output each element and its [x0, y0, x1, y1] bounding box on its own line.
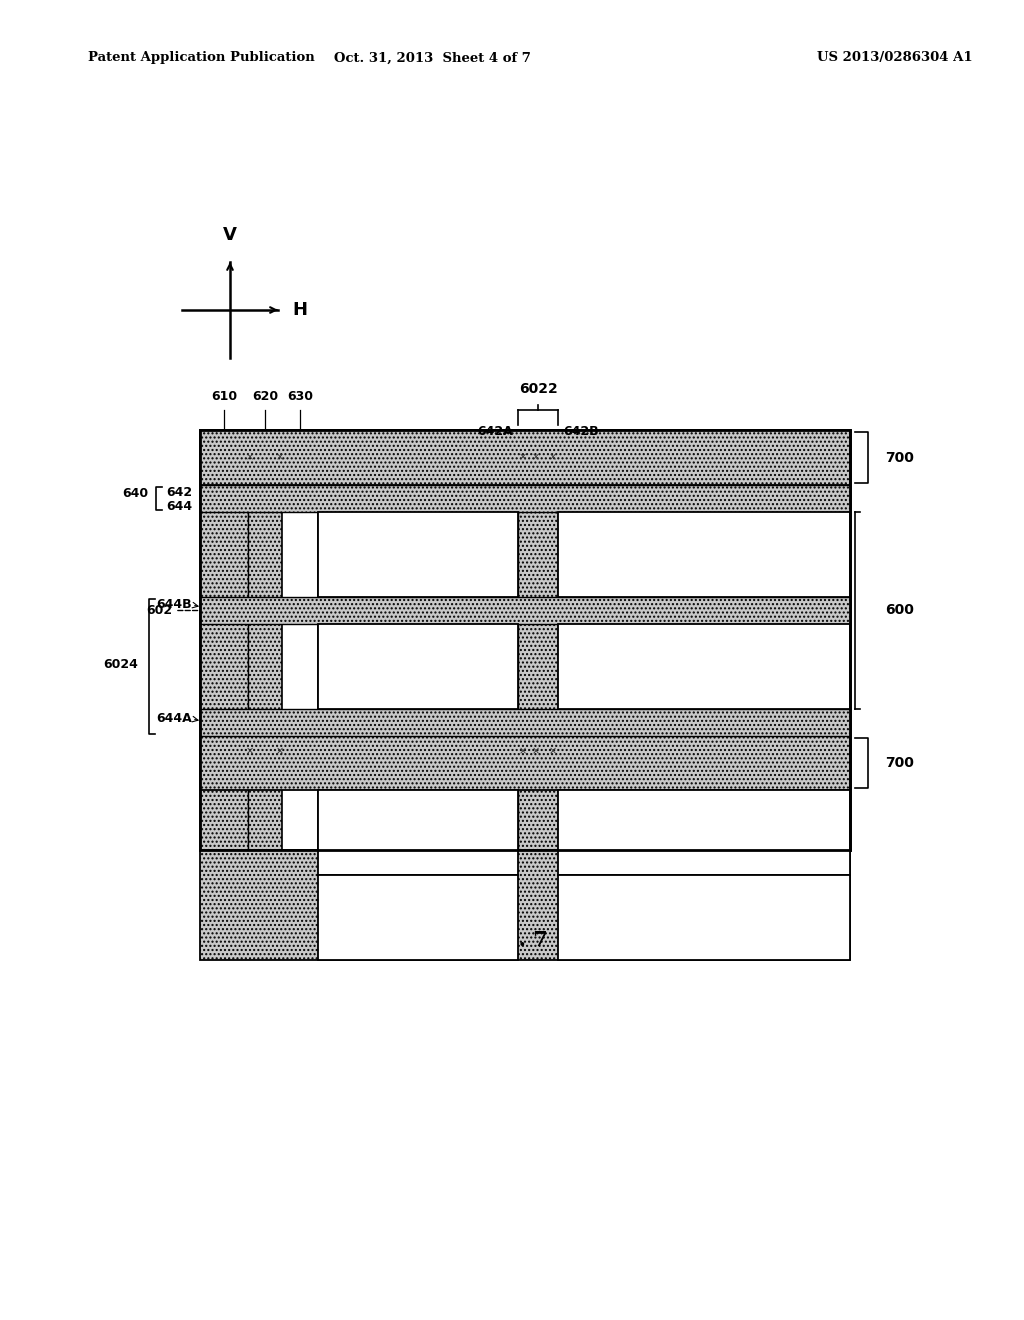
Text: A: A: [718, 602, 730, 619]
Text: 644B: 644B: [157, 598, 193, 611]
Bar: [318, 624, 518, 709]
Text: ×: ×: [531, 746, 540, 756]
Text: V: V: [223, 226, 237, 244]
Text: 620: 620: [252, 389, 279, 403]
Text: B: B: [608, 546, 618, 562]
Text: 20: 20: [585, 873, 604, 887]
Bar: [558, 624, 850, 709]
Text: 644A: 644A: [157, 713, 193, 726]
Bar: [200, 737, 850, 789]
Text: 6022: 6022: [518, 381, 557, 396]
Text: C: C: [608, 659, 618, 675]
Bar: [518, 430, 558, 850]
Text: 642A: 642A: [477, 425, 513, 438]
Text: >: >: [332, 603, 344, 618]
Text: FIG. 7: FIG. 7: [476, 931, 548, 950]
Text: 640: 640: [122, 487, 148, 500]
Bar: [558, 789, 850, 875]
Text: <: <: [332, 491, 344, 506]
Text: >: >: [332, 715, 344, 730]
Bar: [200, 484, 850, 512]
Text: ×: ×: [549, 746, 557, 756]
Bar: [282, 430, 318, 850]
Text: 700: 700: [885, 450, 913, 465]
Bar: [200, 430, 850, 484]
Text: ×: ×: [246, 746, 254, 756]
Text: US 2013/0286304 A1: US 2013/0286304 A1: [817, 51, 973, 65]
Text: 602: 602: [145, 605, 172, 616]
Text: 644: 644: [166, 500, 193, 513]
Bar: [200, 430, 850, 850]
Text: ×: ×: [519, 746, 527, 756]
Text: 642B: 642B: [563, 425, 599, 438]
Bar: [200, 850, 850, 960]
Bar: [318, 512, 518, 597]
Bar: [558, 875, 850, 960]
Text: ×: ×: [531, 451, 540, 462]
Bar: [200, 430, 248, 850]
Bar: [318, 875, 518, 960]
Text: 700: 700: [885, 756, 913, 770]
Text: Oct. 31, 2013  Sheet 4 of 7: Oct. 31, 2013 Sheet 4 of 7: [334, 51, 530, 65]
Text: 6024: 6024: [103, 659, 138, 672]
Text: 600: 600: [885, 603, 913, 618]
Bar: [248, 430, 282, 850]
Text: ×: ×: [275, 451, 284, 462]
Text: ×: ×: [275, 746, 284, 756]
Text: H: H: [292, 301, 307, 319]
Text: ×: ×: [549, 451, 557, 462]
Bar: [318, 789, 518, 875]
Bar: [200, 597, 850, 624]
Bar: [558, 512, 850, 597]
Bar: [200, 709, 850, 737]
Text: 630: 630: [287, 389, 313, 403]
Bar: [200, 430, 850, 850]
Text: Patent Application Publication: Patent Application Publication: [88, 51, 314, 65]
Text: 642: 642: [166, 487, 193, 499]
Text: ×: ×: [246, 451, 254, 462]
Text: ×: ×: [519, 451, 527, 462]
Text: 610: 610: [211, 389, 238, 403]
